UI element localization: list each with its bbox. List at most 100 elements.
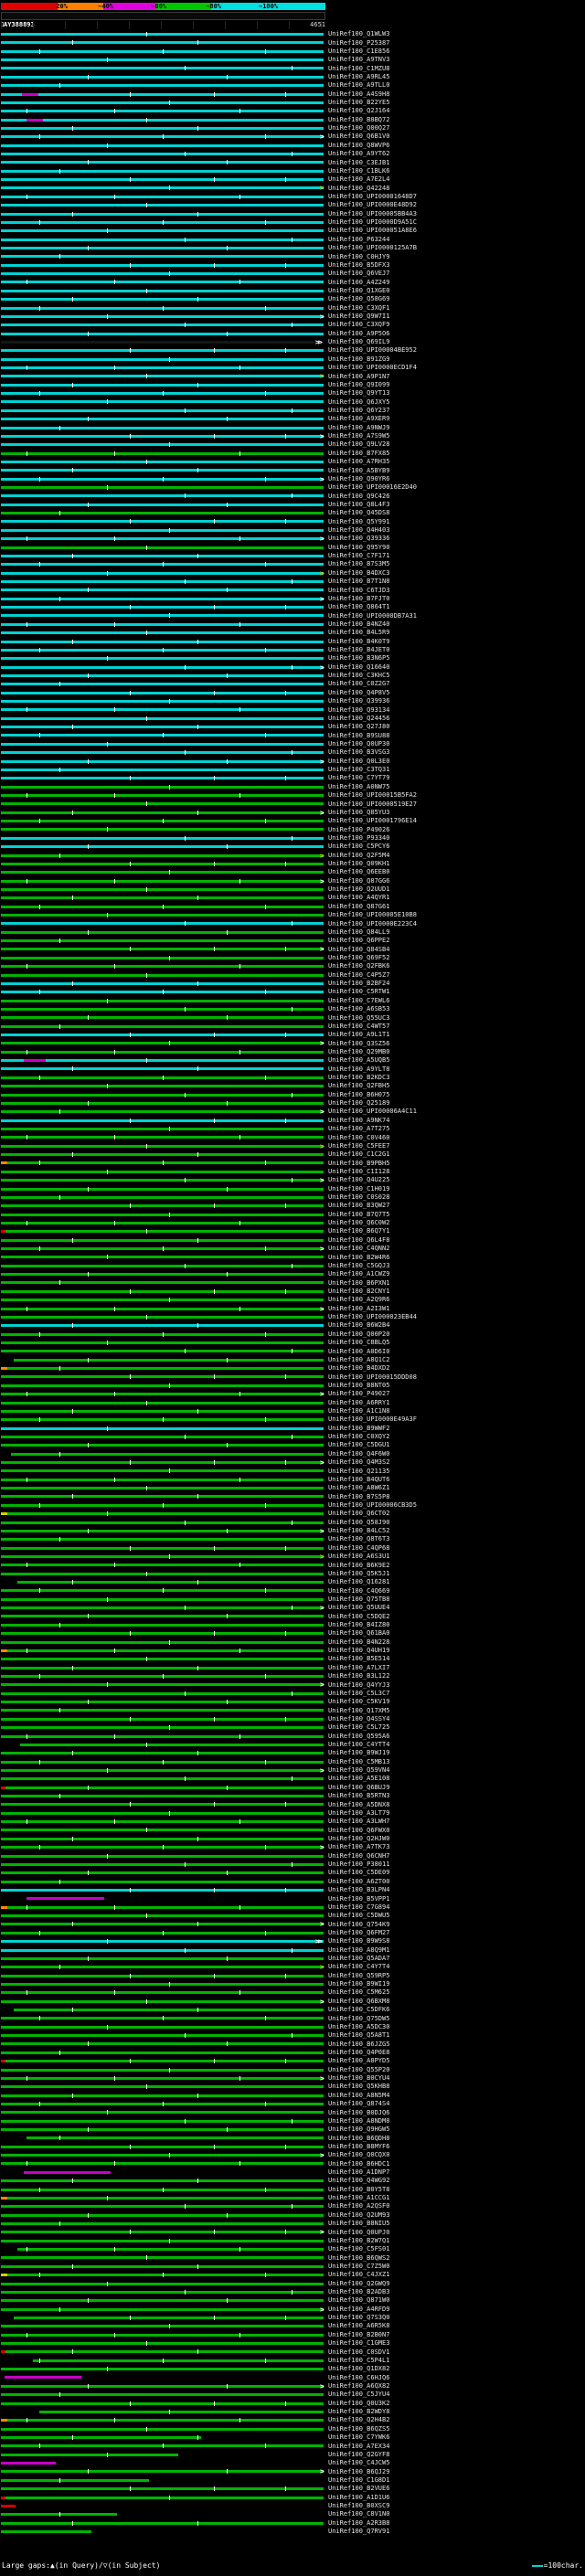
alignment-bar[interactable] <box>1 2408 326 2416</box>
alignment-bar[interactable] <box>1 2451 326 2459</box>
alignment-bar[interactable] <box>1 1270 326 1278</box>
alignment-bar[interactable] <box>1 903 326 911</box>
alignment-bar[interactable] <box>1 774 326 782</box>
alignment-bar[interactable] <box>1 2280 326 2288</box>
alignment-bar[interactable] <box>1 321 326 329</box>
alignment-bar[interactable] <box>1 1835 326 1843</box>
alignment-bar[interactable] <box>1 278 326 286</box>
alignment-bar[interactable]: > <box>1 1766 326 1775</box>
alignment-bar[interactable] <box>1 1655 326 1663</box>
alignment-bar[interactable] <box>1 1955 326 1963</box>
alignment-bar[interactable] <box>1 415 326 423</box>
alignment-bar[interactable] <box>1 201 326 209</box>
alignment-bar[interactable] <box>1 1672 326 1680</box>
alignment-bar[interactable] <box>1 287 326 295</box>
alignment-bar[interactable] <box>1 1202 326 1210</box>
alignment-bar[interactable] <box>1 1065 326 1073</box>
alignment-bar[interactable] <box>1 646 326 654</box>
alignment-bar[interactable] <box>1 971 326 980</box>
alignment-bar[interactable] <box>1 672 326 680</box>
alignment-bar[interactable] <box>1 1476 326 1484</box>
alignment-bar[interactable] <box>1 834 326 843</box>
alignment-bar[interactable] <box>1 1347 326 1355</box>
alignment-bar[interactable] <box>1 1886 326 1894</box>
alignment-bar[interactable] <box>1 1313 326 1321</box>
alignment-bar[interactable] <box>1 560 326 568</box>
alignment-bar[interactable] <box>1 817 326 825</box>
alignment-bar[interactable] <box>1 2485 326 2493</box>
alignment-bar[interactable]: > <box>1 1920 326 1928</box>
alignment-bar[interactable] <box>1 2134 326 2142</box>
alignment-bar[interactable] <box>1 2288 326 2296</box>
alignment-bar[interactable] <box>1 1441 326 1449</box>
alignment-bar[interactable] <box>1 1048 326 1056</box>
alignment-bar[interactable] <box>1 1818 326 1826</box>
alignment-bar[interactable] <box>1 1586 326 1595</box>
alignment-bar[interactable] <box>1 492 326 500</box>
alignment-bar[interactable]: > <box>1 1108 326 1116</box>
alignment-bar[interactable] <box>1 1099 326 1108</box>
alignment-bar[interactable] <box>1 175 326 184</box>
alignment-bar[interactable] <box>1 450 326 458</box>
alignment-bar[interactable] <box>1 424 326 432</box>
alignment-bar[interactable] <box>1 1510 326 1518</box>
alignment-bar[interactable] <box>1 2100 326 2108</box>
alignment-bar[interactable] <box>1 1278 326 1287</box>
alignment-bar[interactable] <box>1 2040 326 2048</box>
alignment-bar[interactable] <box>1 1578 326 1586</box>
alignment-bar[interactable]: > <box>1 758 326 766</box>
alignment-bar[interactable] <box>1 2108 326 2116</box>
alignment-bar[interactable] <box>1 48 326 56</box>
alignment-bar[interactable] <box>1 1894 326 1903</box>
alignment-bar[interactable] <box>1 1415 326 1424</box>
alignment-bar[interactable] <box>1 107 326 115</box>
alignment-bar[interactable]: > <box>1 2306 326 2314</box>
alignment-bar[interactable] <box>1 1262 326 1270</box>
alignment-bar[interactable] <box>1 501 326 509</box>
alignment-bar[interactable] <box>1 2168 326 2177</box>
alignment-bar[interactable] <box>1 1373 326 1381</box>
alignment-bar[interactable]: > <box>1 1176 326 1184</box>
alignment-bar[interactable] <box>1 2031 326 2040</box>
alignment-bar[interactable]: > <box>1 1245 326 1253</box>
alignment-bar[interactable] <box>1 124 326 133</box>
alignment-bar[interactable] <box>1 911 326 919</box>
alignment-bar[interactable] <box>1 1972 326 1980</box>
alignment-bar[interactable] <box>1 2494 326 2502</box>
alignment-bar[interactable]: > <box>1 852 326 860</box>
alignment-bar[interactable] <box>1 2014 326 2022</box>
alignment-bar[interactable] <box>1 1784 326 1792</box>
alignment-bar[interactable] <box>1 1288 326 1296</box>
alignment-bar[interactable] <box>1 937 326 945</box>
alignment-bar[interactable] <box>1 1211 326 1219</box>
alignment-bar[interactable] <box>1 1733 326 1741</box>
alignment-bar[interactable]: > <box>1 1604 326 1612</box>
alignment-bar[interactable] <box>1 2006 326 2014</box>
alignment-bar[interactable] <box>1 1741 326 1749</box>
alignment-bar[interactable] <box>1 748 326 757</box>
alignment-bar[interactable] <box>1 1946 326 1955</box>
alignment-bar[interactable] <box>1 218 326 227</box>
alignment-bar[interactable] <box>1 398 326 406</box>
alignment-bar[interactable]: > <box>1 372 326 380</box>
alignment-bar[interactable] <box>1 1715 326 1723</box>
alignment-bar[interactable] <box>1 1929 326 1937</box>
alignment-bar[interactable] <box>1 1193 326 1202</box>
alignment-bar[interactable] <box>1 1236 326 1245</box>
alignment-bar[interactable] <box>1 261 326 270</box>
alignment-bar[interactable] <box>1 638 326 646</box>
alignment-bar[interactable]: > <box>1 945 326 953</box>
alignment-bar[interactable] <box>1 800 326 808</box>
alignment-bar[interactable] <box>1 2253 326 2262</box>
alignment-bar[interactable] <box>1 2322 326 2330</box>
alignment-bar[interactable] <box>1 2416 326 2424</box>
alignment-bar[interactable] <box>1 270 326 278</box>
alignment-bar[interactable] <box>1 304 326 313</box>
alignment-bar[interactable] <box>1 954 326 962</box>
alignment-bar[interactable] <box>1 1056 326 1065</box>
alignment-bar[interactable] <box>1 346 326 355</box>
alignment-bar[interactable] <box>1 1219 326 1227</box>
alignment-bar[interactable] <box>1 1570 326 1578</box>
alignment-bar[interactable] <box>1 2510 326 2518</box>
alignment-bar[interactable] <box>1 90 326 99</box>
